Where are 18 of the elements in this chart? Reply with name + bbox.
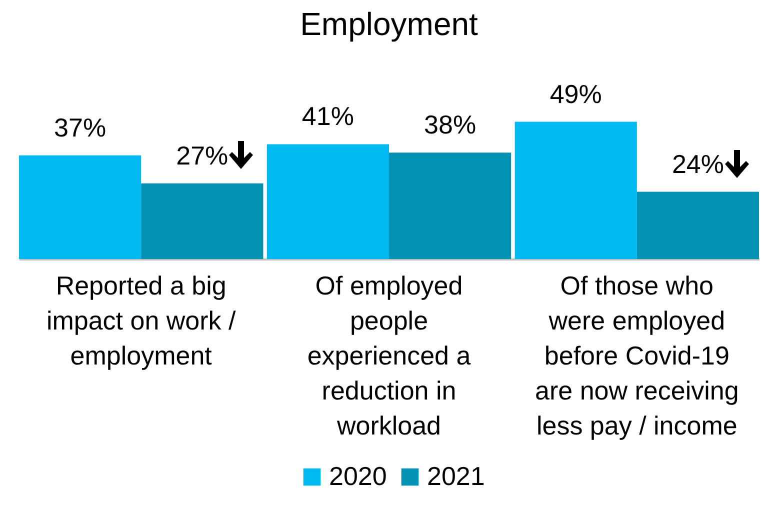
chart-title: Employment <box>300 6 478 42</box>
data-label: 41% <box>302 101 354 132</box>
bar <box>514 122 637 259</box>
data-label: 27% <box>176 140 228 170</box>
bar <box>19 155 142 259</box>
bar <box>636 192 759 259</box>
data-label: 24% <box>672 148 724 179</box>
data-label: 49% <box>550 78 602 109</box>
x-tick-label: Of employed people experienced a reduction in workload <box>307 270 472 440</box>
x-tick-label: Of those who were employed before Covid-19 are now receiving less pay / income <box>535 270 739 440</box>
legend-label: 2021 <box>427 461 485 491</box>
legend-label: 2020 <box>329 461 387 491</box>
bar <box>389 152 512 259</box>
data-label: 37% <box>54 112 106 142</box>
data-label: 38% <box>424 110 476 140</box>
x-tick-label: Reported a big impact on work / employment <box>46 270 237 370</box>
bar <box>141 183 264 259</box>
bar <box>266 144 389 259</box>
